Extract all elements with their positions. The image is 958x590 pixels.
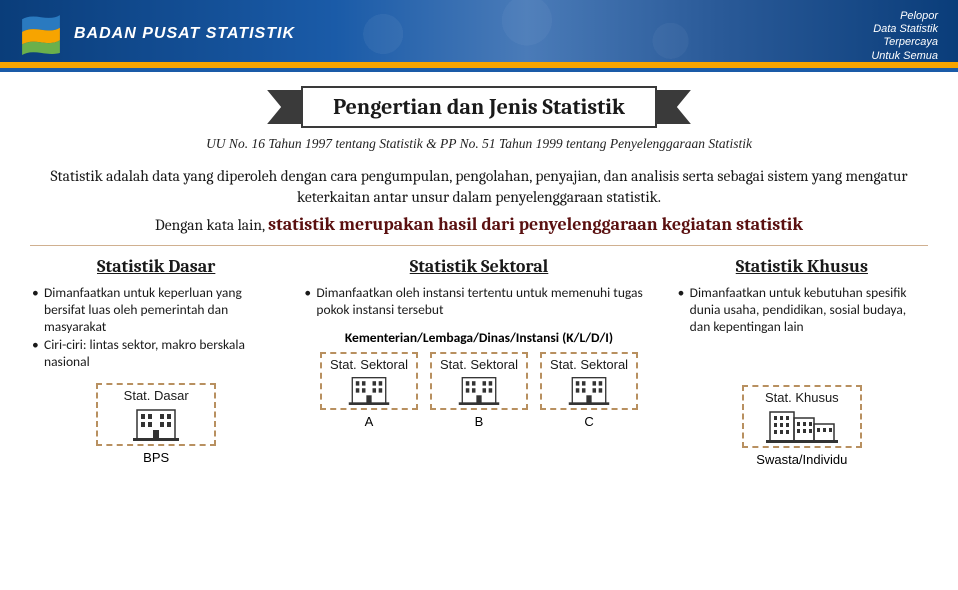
header-bar: BADAN PUSAT STATISTIK Pelopor Data Stati…	[0, 0, 958, 68]
box-sektoral-a: Stat. Sektoral	[320, 352, 418, 410]
box-khusus: Stat. Khusus	[742, 385, 862, 447]
bullet-item: Dimanfaatkan oleh instansi tertentu untu…	[316, 285, 655, 319]
building-complex-icon	[766, 408, 838, 444]
tagline-line: Terpercaya	[871, 36, 938, 49]
bullets-dasar: Dimanfaatkan untuk keperluan yang bersif…	[30, 285, 282, 371]
box-label: Stat. Sektoral	[550, 358, 628, 372]
footer-c: C	[540, 414, 638, 429]
logo-block: BADAN PUSAT STATISTIK	[20, 13, 295, 55]
bps-logo-icon	[20, 13, 62, 55]
title-ribbon: Pengertian dan Jenis Statistik	[30, 86, 928, 128]
box-label: Stat. Sektoral	[440, 358, 518, 372]
footer-b: B	[430, 414, 528, 429]
box-sektoral-b: Stat. Sektoral	[430, 352, 528, 410]
col-title-sektoral: Statistik Sektoral	[302, 256, 655, 277]
columns-row: Statistik Dasar Dimanfaatkan untuk keper…	[30, 256, 928, 467]
bullet-item: Dimanfaatkan untuk keperluan yang bersif…	[44, 285, 282, 336]
divider	[30, 245, 928, 246]
legal-subtitle: UU No. 16 Tahun 1997 tentang Statistik &…	[30, 136, 928, 152]
bullets-sektoral: Dimanfaatkan oleh instansi tertentu untu…	[302, 285, 655, 319]
footer-bps: BPS	[30, 450, 282, 465]
tagline-line: Data Statistik	[871, 23, 938, 36]
column-khusus: Statistik Khusus Dimanfaatkan untuk kebu…	[676, 256, 928, 467]
footer-swasta: Swasta/Individu	[676, 452, 928, 467]
box-label: Stat. Sektoral	[330, 358, 408, 372]
building-icon	[457, 374, 501, 406]
subheader-kldi: Kementerian/Lembaga/Dinas/Instansi (K/L/…	[302, 329, 655, 346]
tagline: Pelopor Data Statistik Terpercaya Untuk …	[871, 10, 938, 63]
page-title: Pengertian dan Jenis Statistik	[301, 86, 657, 128]
emphasis-line: Dengan kata lain, statistik merupakan ha…	[30, 214, 928, 235]
tagline-line: Untuk Semua	[871, 50, 938, 63]
emphasis-prefix: Dengan kata lain,	[155, 216, 268, 234]
building-icon	[131, 406, 181, 442]
header-accent-bar	[0, 62, 958, 68]
bullets-khusus: Dimanfaatkan untuk kebutuhan spesifik du…	[676, 285, 928, 336]
definition-text: Statistik adalah data yang diperoleh den…	[30, 166, 928, 208]
ribbon-tail-right-icon	[651, 90, 691, 124]
tagline-line: Pelopor	[871, 10, 938, 23]
box-row-sektoral: Stat. Sektoral A Stat. Sektoral B	[302, 352, 655, 429]
bullet-item: Dimanfaatkan untuk kebutuhan spesifik du…	[690, 285, 928, 336]
box-label: Stat. Khusus	[752, 391, 852, 405]
building-icon	[347, 374, 391, 406]
box-dasar: Stat. Dasar	[96, 383, 216, 445]
column-dasar: Statistik Dasar Dimanfaatkan untuk keper…	[30, 256, 282, 467]
box-label: Stat. Dasar	[106, 389, 206, 403]
building-icon	[567, 374, 611, 406]
col-title-khusus: Statistik Khusus	[676, 256, 928, 277]
column-sektoral: Statistik Sektoral Dimanfaatkan oleh ins…	[302, 256, 655, 467]
agency-name: BADAN PUSAT STATISTIK	[74, 25, 295, 43]
footer-a: A	[320, 414, 418, 429]
emphasis-bold: statistik merupakan hasil dari penyeleng…	[268, 214, 803, 235]
content-area: Pengertian dan Jenis Statistik UU No. 16…	[0, 68, 958, 467]
box-sektoral-c: Stat. Sektoral	[540, 352, 638, 410]
bullet-item: Ciri-ciri: lintas sektor, makro berskala…	[44, 337, 282, 371]
col-title-dasar: Statistik Dasar	[30, 256, 282, 277]
